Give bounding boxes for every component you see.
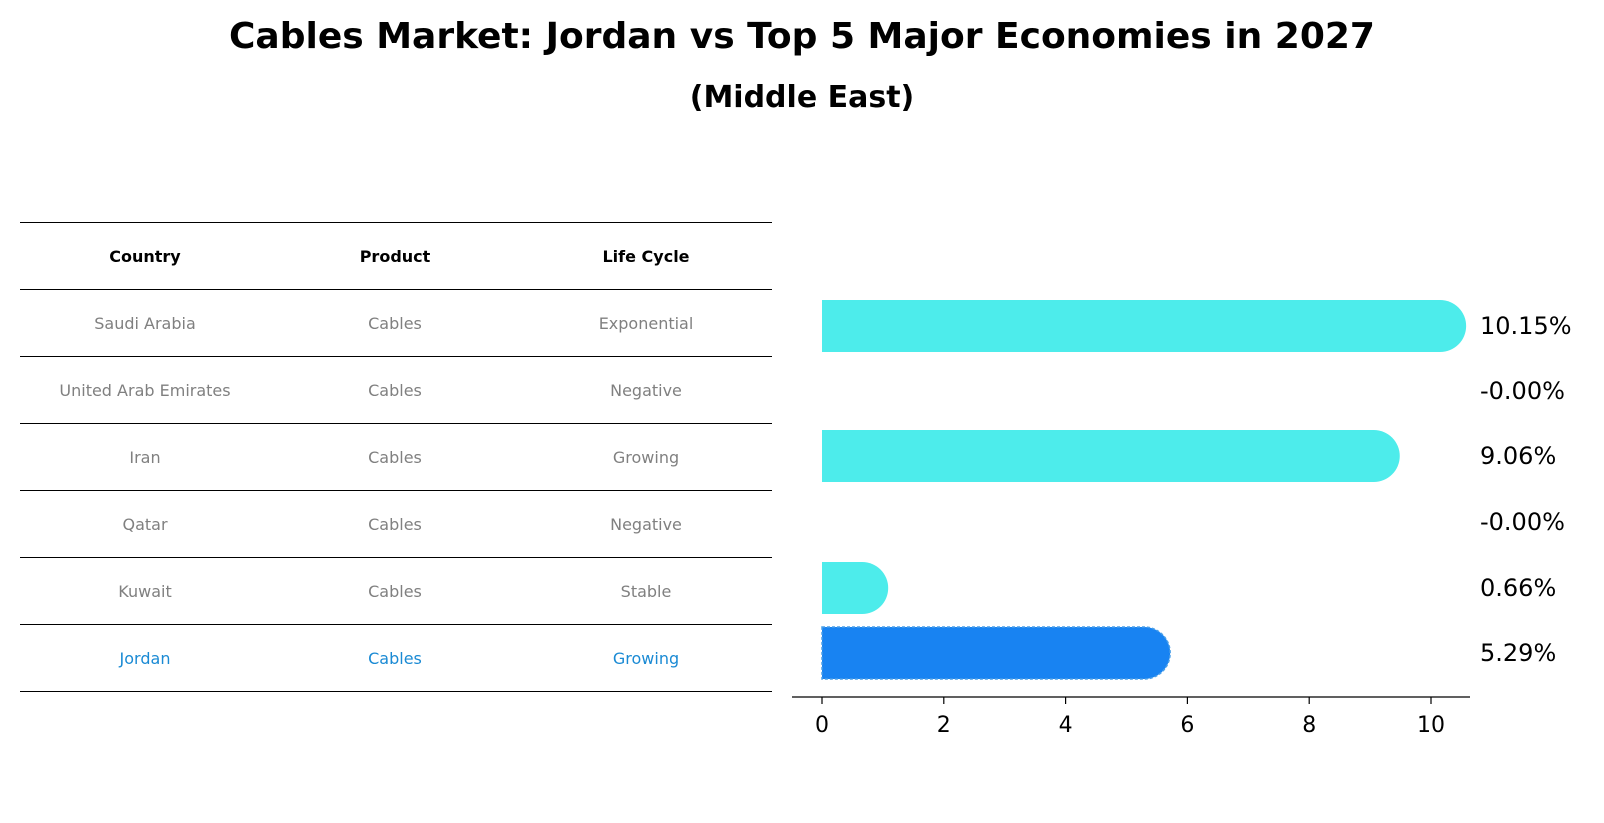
chart-subtitle: (Middle East) <box>689 80 915 115</box>
country-cell: Iran <box>129 447 161 467</box>
value-label: -0.00% <box>1480 508 1565 536</box>
x-tick-label: 8 <box>1302 713 1316 738</box>
product-cell: Cables <box>368 313 422 333</box>
product-cell: Cables <box>368 648 422 668</box>
life-cycle-cell: Negative <box>610 380 682 400</box>
value-label: 9.06% <box>1480 442 1556 470</box>
table-row: Kuwait Cables Stable <box>20 557 772 624</box>
x-tick-label: 2 <box>937 713 951 738</box>
life-cycle-cell: Negative <box>610 514 682 534</box>
table-row: Saudi Arabia Cables Exponential <box>20 289 772 356</box>
x-tick-label: 10 <box>1417 713 1445 738</box>
x-tick-label: 0 <box>815 713 829 738</box>
bar-jordan <box>821 626 1171 680</box>
product-cell: Cables <box>368 380 422 400</box>
country-cell: Qatar <box>122 514 168 534</box>
country-cell: Kuwait <box>118 581 172 601</box>
life-cycle-cell: Exponential <box>598 313 694 333</box>
table-row: Iran Cables Growing <box>20 423 772 490</box>
table-header-row: Country Product Life Cycle <box>20 222 772 289</box>
header-life-cycle: Life Cycle <box>602 246 690 266</box>
x-tick-label: 4 <box>1059 713 1073 738</box>
country-cell: United Arab Emirates <box>59 380 231 400</box>
bar-saudi-arabia <box>822 300 1467 352</box>
header-product: Product <box>359 246 431 266</box>
life-cycle-cell: Growing <box>612 447 680 467</box>
x-tick-label: 6 <box>1180 713 1194 738</box>
country-cell: Jordan <box>119 648 171 668</box>
country-cell: Saudi Arabia <box>94 313 196 333</box>
life-cycle-cell: Stable <box>620 581 672 601</box>
table-row: United Arab Emirates Cables Negative <box>20 356 772 423</box>
table-row: Qatar Cables Negative <box>20 490 772 557</box>
value-label: 5.29% <box>1480 639 1556 667</box>
bar-kuwait <box>822 562 889 614</box>
product-cell: Cables <box>368 514 422 534</box>
header-country: Country <box>109 246 181 266</box>
value-label: 10.15% <box>1480 312 1572 340</box>
bar-iran <box>822 430 1400 482</box>
value-label: -0.00% <box>1480 377 1565 405</box>
life-cycle-cell: Growing <box>612 648 680 668</box>
comparison-table: Country Product Life Cycle Saudi Arabia … <box>20 222 772 692</box>
chart-title: Cables Market: Jordan vs Top 5 Major Eco… <box>229 16 1375 57</box>
table-row-highlight: Jordan Cables Growing <box>20 624 772 692</box>
value-label: 0.66% <box>1480 574 1556 602</box>
product-cell: Cables <box>368 581 422 601</box>
product-cell: Cables <box>368 447 422 467</box>
